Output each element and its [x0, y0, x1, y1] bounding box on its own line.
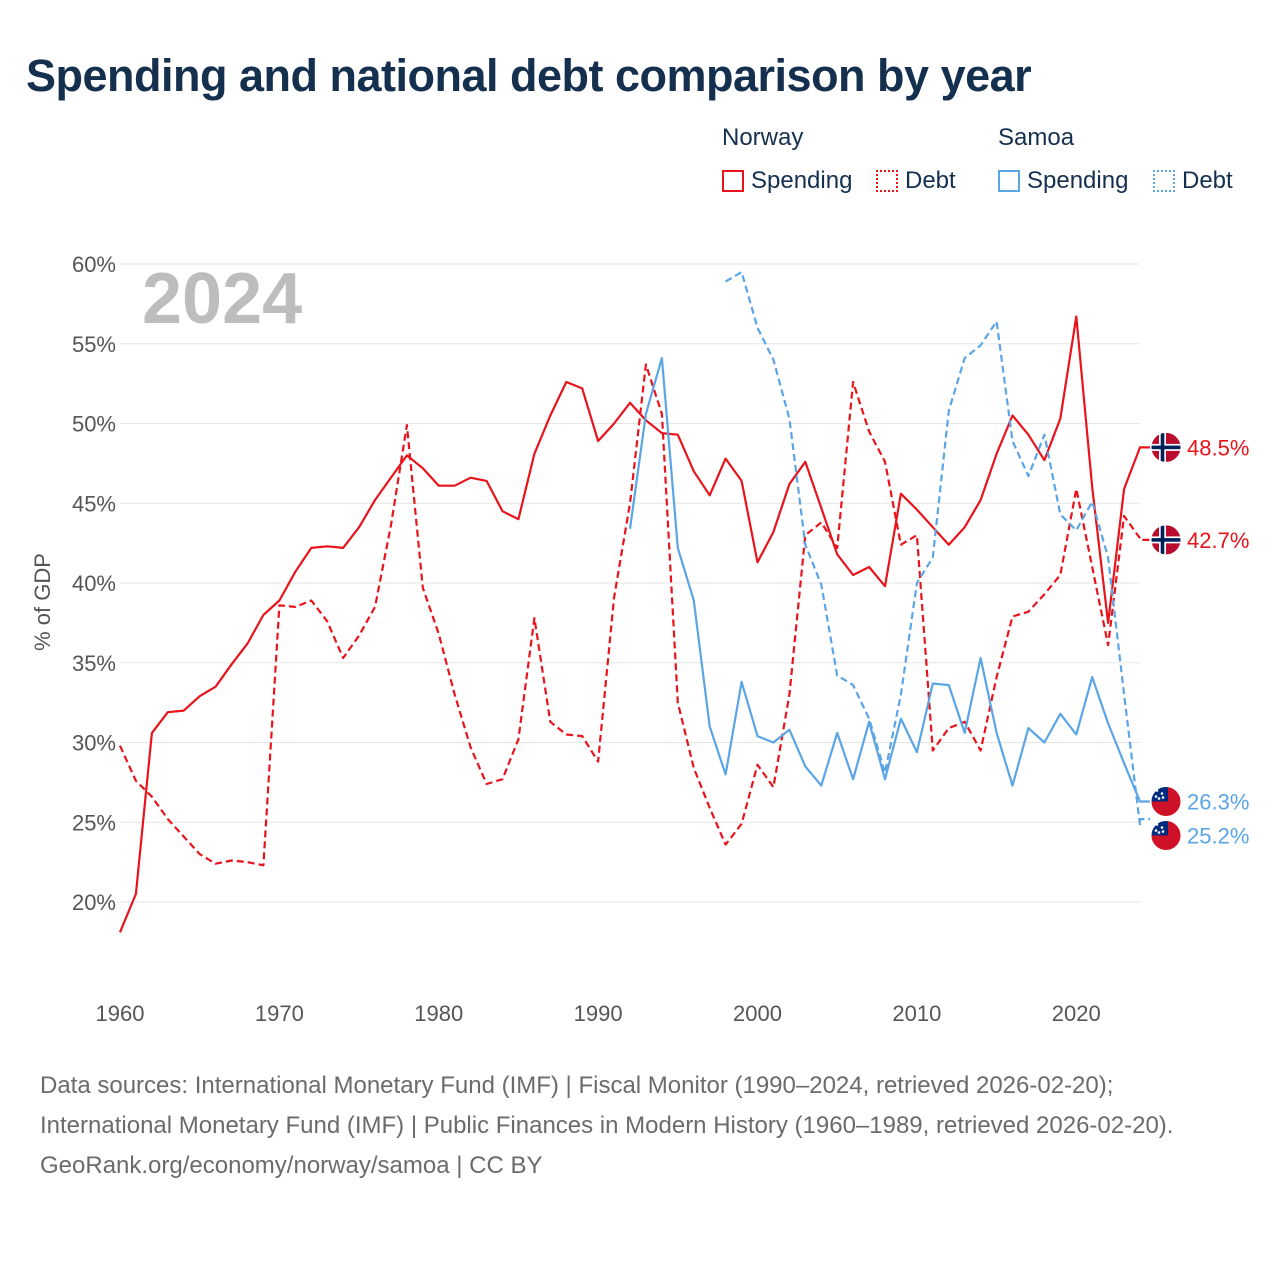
- samoa-flag-icon: [1150, 820, 1182, 851]
- gridlines: [120, 263, 1140, 903]
- end-value-label: 48.5%: [1187, 435, 1249, 460]
- x-tick-label: 1960: [96, 1001, 145, 1026]
- legend-label: Spending: [751, 167, 853, 194]
- y-tick-label: 25%: [72, 810, 116, 835]
- end-value-label: 42.7%: [1187, 528, 1249, 553]
- legend-item-samoa-spending[interactable]: Spending: [998, 166, 1128, 196]
- x-tick-label: 2020: [1052, 1001, 1101, 1026]
- legend-item-norway-debt[interactable]: Debt: [876, 166, 956, 196]
- legend-label: Debt: [1182, 167, 1233, 194]
- x-tick-label: 2000: [733, 1001, 782, 1026]
- legend-country-norway: Norway: [722, 124, 804, 151]
- series-line-norway-spending: [118, 315, 1150, 933]
- legend-swatch-dotted: [1153, 170, 1175, 192]
- series-line-samoa-spending: [628, 357, 1150, 803]
- y-tick-label: 35%: [72, 651, 116, 676]
- x-tick-label: 2010: [892, 1001, 941, 1026]
- norway-flag-icon: [1150, 524, 1182, 556]
- end-value-label: 25.2%: [1187, 824, 1249, 849]
- end-value-label: 26.3%: [1187, 790, 1249, 815]
- chart-title: Spending and national debt comparison by…: [26, 50, 1032, 101]
- y-tick-label: 55%: [72, 332, 116, 357]
- x-tick-label: 1990: [574, 1001, 623, 1026]
- legend-swatch-dotted: [876, 170, 898, 192]
- series-lines: [118, 270, 1150, 933]
- series-line-norway-debt: [118, 363, 1150, 867]
- legend-country-samoa: Samoa: [998, 124, 1075, 151]
- data-sources: Data sources: International Monetary Fun…: [40, 1072, 1174, 1139]
- year-watermark: 2024: [142, 259, 302, 339]
- y-tick-label: 50%: [72, 412, 116, 437]
- y-axis-label: % of GDP: [30, 553, 55, 651]
- legend-item-samoa-debt[interactable]: Debt: [1153, 166, 1233, 196]
- line-chart: 2024 20% 25% 30% 35% 40% 45% 50% 55% 60% 1960 197…: [30, 252, 1249, 1026]
- y-tick-label: 20%: [72, 890, 116, 915]
- x-axis-ticks: 1960 1970 1980 1990 2000 2010 2020: [96, 1001, 1101, 1026]
- y-axis-ticks: 20% 25% 30% 35% 40% 45% 50% 55% 60%: [72, 252, 116, 915]
- credit-link[interactable]: GeoRank.org/economy/norway/samoa | CC BY: [40, 1152, 543, 1179]
- samoa-flag-icon: [1150, 786, 1182, 817]
- norway-flag-icon: [1150, 431, 1182, 463]
- legend-item-norway-spending[interactable]: Spending: [722, 166, 852, 196]
- legend-label: Spending: [1027, 167, 1129, 194]
- x-tick-label: 1980: [414, 1001, 463, 1026]
- legend-swatch-solid: [998, 170, 1020, 192]
- legend-label: Debt: [905, 167, 956, 194]
- legend-swatch-solid: [722, 170, 744, 192]
- y-tick-label: 60%: [72, 252, 116, 277]
- series-line-samoa-debt: [725, 270, 1150, 827]
- y-tick-label: 30%: [72, 731, 116, 756]
- x-tick-label: 1970: [255, 1001, 304, 1026]
- footer: Data sources: International Monetary Fun…: [40, 1066, 1240, 1186]
- y-tick-label: 40%: [72, 571, 116, 596]
- end-labels: 48.5% 42.7% 26.3% 25.2%: [1150, 431, 1249, 851]
- y-tick-label: 45%: [72, 491, 116, 516]
